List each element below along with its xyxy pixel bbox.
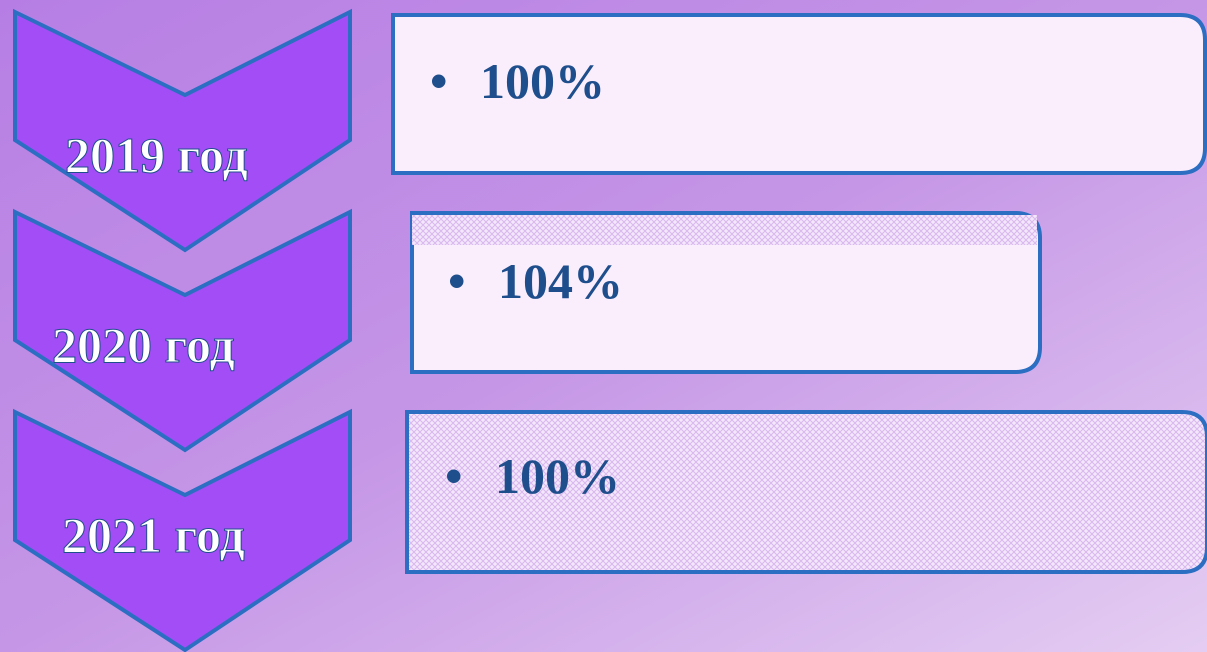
year-label: 2021 год — [62, 507, 245, 563]
box — [410, 211, 1042, 374]
box-pattern — [412, 215, 1037, 245]
bullet: • — [448, 253, 466, 309]
value-text: 100% — [495, 448, 620, 504]
value-text: 104% — [498, 253, 623, 309]
chevron — [13, 208, 352, 453]
box — [405, 410, 1207, 574]
bullet: • — [445, 448, 463, 504]
chevron — [13, 8, 352, 253]
box — [391, 13, 1207, 175]
year-label: 2020 год — [52, 317, 235, 373]
bullet: • — [430, 53, 448, 109]
year-label: 2019 год — [65, 127, 248, 183]
value-text: 100% — [480, 53, 605, 109]
chevron — [13, 408, 352, 652]
